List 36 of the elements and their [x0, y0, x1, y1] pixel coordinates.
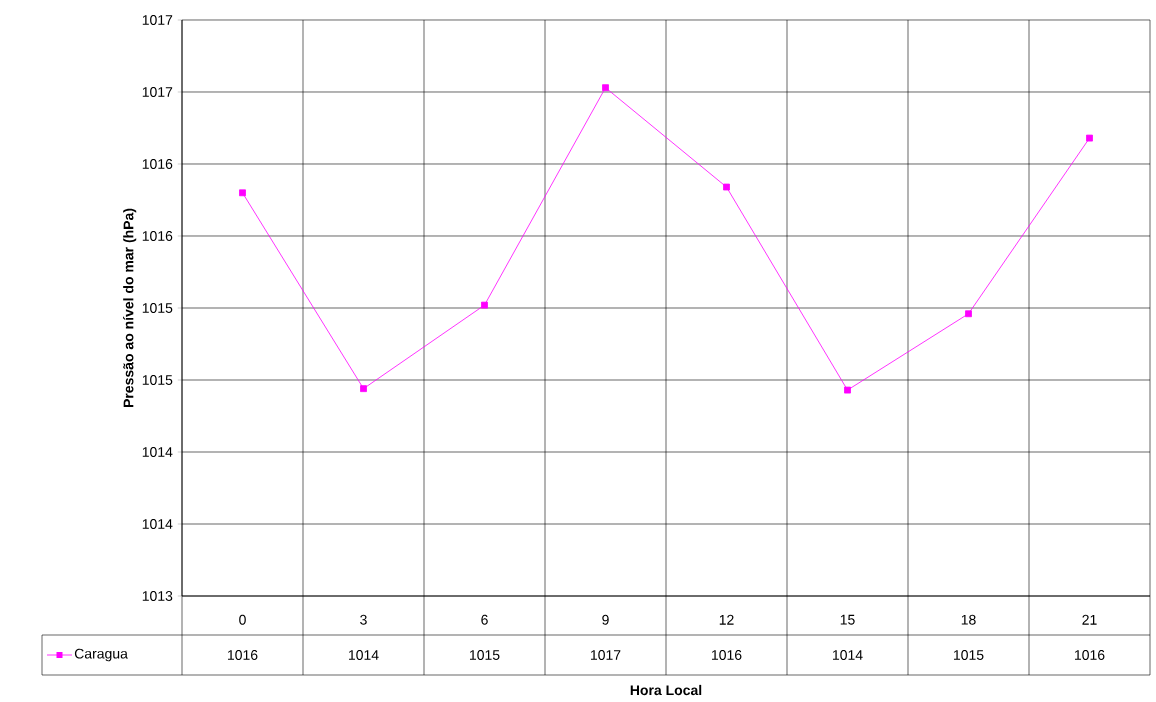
x-tick-label: 12 — [719, 614, 734, 625]
y-tick-label: 1016 — [142, 159, 173, 169]
data-label: 1015 — [953, 650, 984, 660]
point — [360, 385, 367, 393]
x-axis-title: Hora Local — [630, 684, 702, 696]
point — [1086, 134, 1093, 142]
x-tick-label: 6 — [481, 614, 488, 625]
y-tick-label: 1017 — [142, 87, 173, 97]
y-tick-label: 1015 — [142, 303, 173, 313]
y-tick-label: 1014 — [142, 519, 173, 529]
x-tick-label: 0 — [239, 614, 246, 625]
data-label: 1016 — [711, 650, 742, 660]
y-tick-label: 1013 — [142, 591, 173, 601]
point — [844, 386, 851, 394]
data-label: 1017 — [590, 650, 621, 660]
x-tick-label: 15 — [840, 614, 855, 625]
point — [602, 84, 609, 92]
data-label: 1014 — [832, 650, 863, 660]
y-tick-label: 1014 — [142, 447, 173, 457]
data-label: 1016 — [1074, 650, 1105, 660]
point — [965, 310, 972, 318]
y-tick-label: 1016 — [142, 231, 173, 241]
point — [239, 189, 246, 197]
legend-label: Caragua — [74, 648, 128, 662]
x-tick-label: 3 — [360, 614, 367, 625]
y-tick-label: 1015 — [142, 375, 173, 385]
y-axis-title: Pressão ao nível do mar (hPa) — [123, 208, 137, 408]
x-tick-label: 21 — [1082, 614, 1097, 625]
x-tick-label: 18 — [961, 614, 976, 625]
y-tick-label: 1017 — [142, 15, 173, 25]
data-label: 1014 — [348, 650, 379, 660]
point — [723, 183, 730, 191]
x-tick-label: 9 — [602, 614, 609, 625]
data-label: 1015 — [469, 650, 500, 660]
point — [481, 301, 488, 309]
data-label: 1016 — [227, 650, 258, 660]
